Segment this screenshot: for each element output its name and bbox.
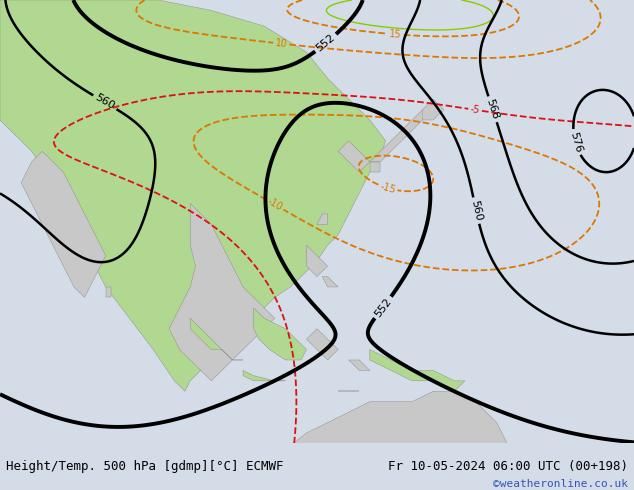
Text: 10: 10 xyxy=(275,38,288,49)
Polygon shape xyxy=(306,329,338,360)
Text: 552: 552 xyxy=(373,296,393,319)
Polygon shape xyxy=(423,99,444,120)
Polygon shape xyxy=(21,151,106,297)
Text: -10: -10 xyxy=(266,196,284,213)
Text: Height/Temp. 500 hPa [gdmp][°C] ECMWF: Height/Temp. 500 hPa [gdmp][°C] ECMWF xyxy=(6,460,284,473)
Polygon shape xyxy=(190,318,243,360)
Polygon shape xyxy=(370,349,465,392)
Text: 552: 552 xyxy=(314,32,337,53)
Polygon shape xyxy=(349,360,370,370)
Text: ©weatheronline.co.uk: ©weatheronline.co.uk xyxy=(493,479,628,489)
Text: 560: 560 xyxy=(469,199,483,222)
Polygon shape xyxy=(106,287,111,297)
Polygon shape xyxy=(280,392,518,490)
Polygon shape xyxy=(370,110,433,162)
Polygon shape xyxy=(306,245,328,276)
Polygon shape xyxy=(338,141,370,172)
Text: 15: 15 xyxy=(389,29,402,40)
Text: Fr 10-05-2024 06:00 UTC (00+198): Fr 10-05-2024 06:00 UTC (00+198) xyxy=(387,460,628,473)
Polygon shape xyxy=(370,162,380,172)
Polygon shape xyxy=(254,308,306,360)
Polygon shape xyxy=(322,276,338,287)
Polygon shape xyxy=(0,0,385,392)
Text: -15: -15 xyxy=(378,181,397,195)
Text: 568: 568 xyxy=(484,98,501,121)
Polygon shape xyxy=(169,203,275,381)
Text: 560: 560 xyxy=(93,93,117,112)
Polygon shape xyxy=(317,214,328,224)
Text: 576: 576 xyxy=(568,131,583,154)
Text: -5: -5 xyxy=(470,104,481,116)
Polygon shape xyxy=(243,370,285,381)
